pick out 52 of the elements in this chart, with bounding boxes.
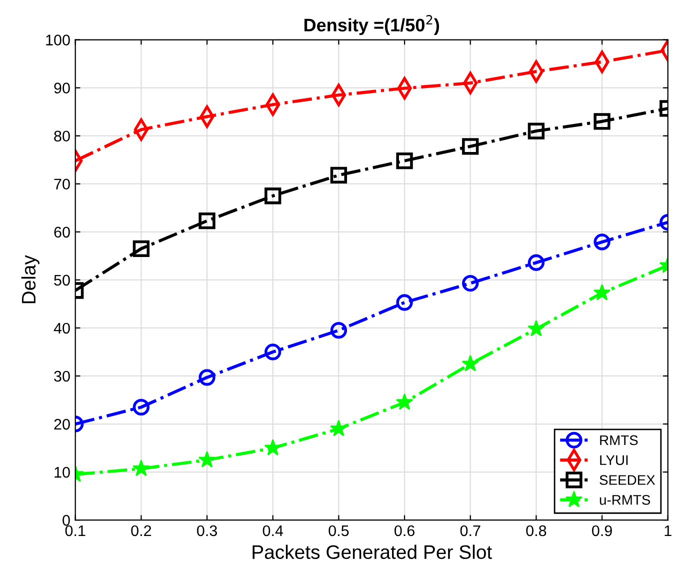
point	[594, 113, 610, 130]
x-tick-label: 0.8	[526, 525, 546, 536]
point	[462, 354, 479, 372]
x-tick-label: 0.3	[197, 525, 217, 536]
legend-label: u-RMTS	[600, 494, 650, 505]
x-tick-label: 0.7	[460, 525, 480, 536]
y-tick-label: 80	[54, 130, 70, 142]
x-tick-label: 0.1	[65, 525, 86, 536]
point	[528, 320, 545, 336]
point	[396, 294, 413, 311]
point	[264, 344, 282, 360]
x-tick-label: 0.5	[328, 525, 349, 536]
y-tick-label: 30	[54, 370, 70, 382]
x-tick-label: 0.4	[262, 525, 284, 536]
chart-title: Density =(1/50$^{2}$)	[304, 15, 440, 36]
point	[330, 420, 348, 436]
point	[132, 398, 150, 416]
x-tick-label: 0.9	[592, 525, 612, 536]
y-tick-label: 90	[54, 82, 70, 94]
point	[593, 284, 611, 300]
y-tick-label: 50	[54, 274, 70, 286]
y-axis-title: Delay	[21, 255, 40, 304]
y-tick-label: 20	[54, 418, 70, 430]
point	[330, 166, 348, 184]
point	[462, 274, 479, 292]
y-tick-label: 70	[54, 178, 70, 190]
legend-label: SEEDEX	[600, 475, 656, 485]
point	[198, 369, 216, 386]
point	[528, 122, 545, 140]
x-tick-label: 0.6	[394, 525, 414, 536]
y-tick-label: 10	[54, 466, 70, 478]
point	[462, 138, 479, 155]
point	[528, 254, 545, 271]
point	[264, 438, 282, 456]
point	[198, 451, 216, 468]
y-tick-label: 60	[54, 226, 70, 238]
x-tick-label: 0.2	[131, 525, 152, 536]
legend-label: LYUI	[600, 455, 628, 466]
y-tick-label: 0	[62, 514, 70, 526]
point	[264, 188, 282, 204]
x-tick-label: 1	[664, 525, 672, 536]
y-tick-label: 40	[54, 322, 70, 334]
point	[594, 234, 610, 250]
y-tick-label: 100	[46, 34, 70, 46]
point	[198, 212, 216, 230]
legend-label: RMTS	[600, 435, 638, 446]
point	[330, 322, 348, 339]
point	[132, 460, 150, 476]
x-axis-title: Packets Generated Per Slot	[252, 544, 492, 560]
point	[396, 152, 413, 170]
point	[396, 393, 414, 410]
point	[132, 240, 150, 258]
